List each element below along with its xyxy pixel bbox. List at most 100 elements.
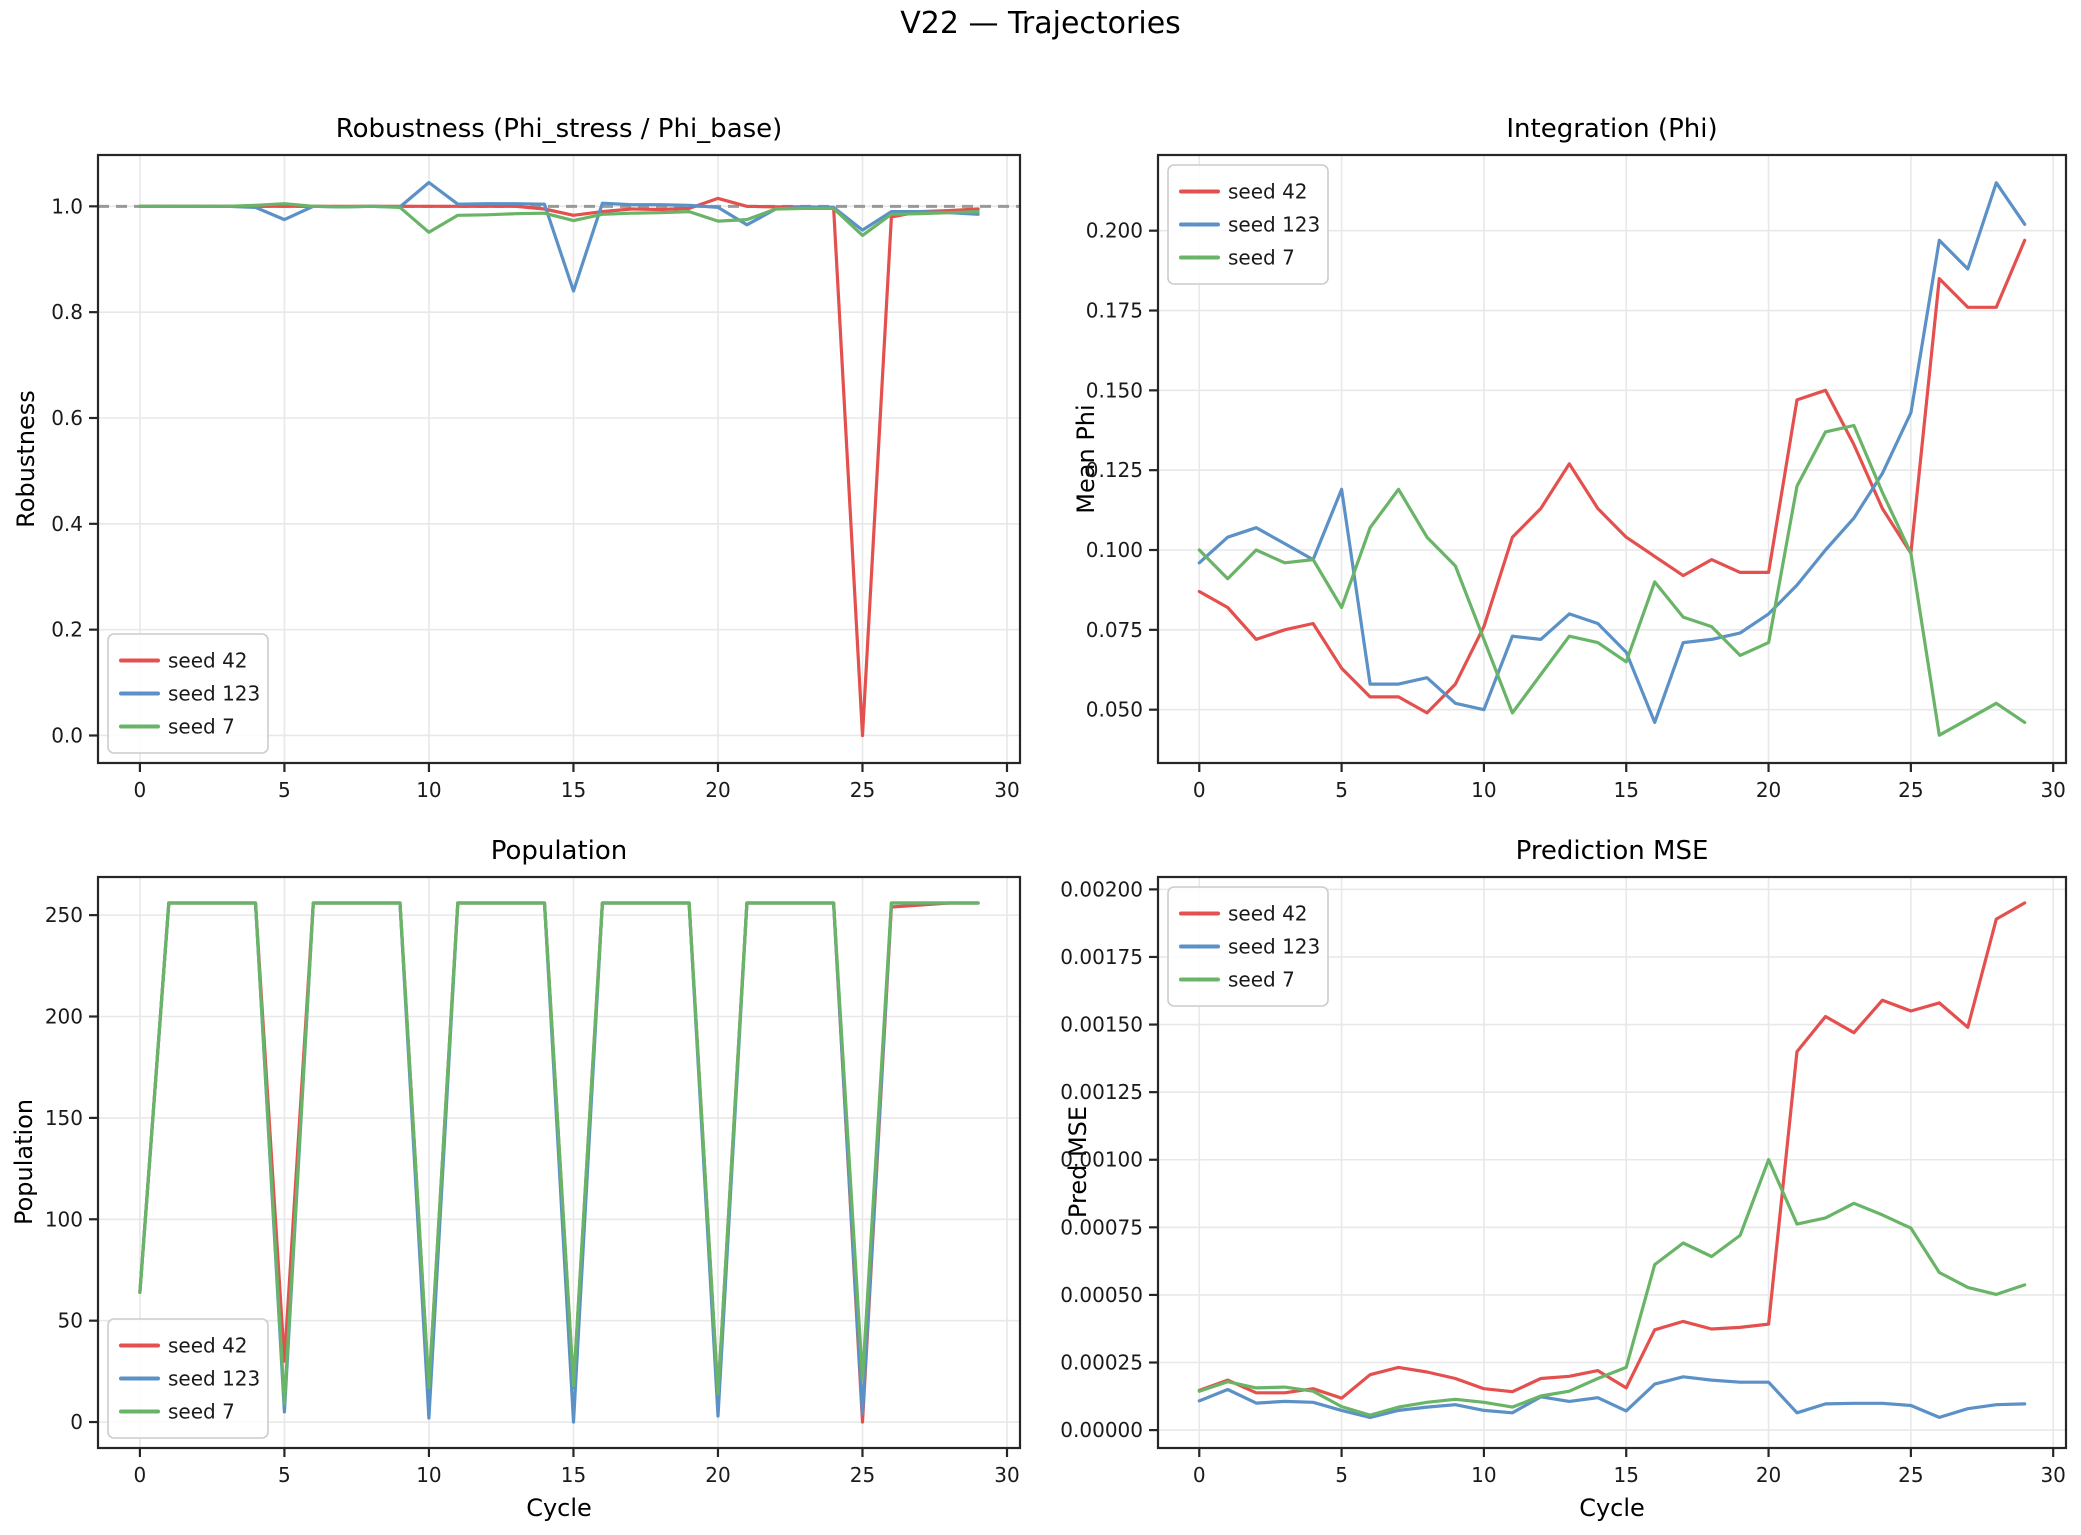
y-tick-label: 0.6	[51, 406, 83, 430]
x-tick-label: 10	[1471, 778, 1496, 802]
series-line-seed-7	[1197, 1158, 2027, 1417]
x-tick-label: 15	[1614, 778, 1639, 802]
series-line-seed-42	[138, 196, 980, 738]
x-tick-label: 5	[278, 1463, 291, 1487]
x-tick-label: 5	[1335, 1463, 1348, 1487]
series-line-seed-7	[138, 901, 980, 1406]
y-tick-label: 0.00175	[1060, 945, 1143, 969]
mse-chart-title: Prediction MSE	[1515, 836, 1709, 866]
x-tick-label: 20	[1756, 778, 1781, 802]
x-tick-label: 15	[561, 1463, 586, 1487]
legend-label-seed-123: seed 123	[168, 1367, 260, 1391]
x-tick-label: 5	[278, 778, 291, 802]
y-tick-label: 0.050	[1086, 698, 1143, 722]
y-tick-label: 150	[45, 1106, 83, 1130]
mse-x-axis-label: Cycle	[1579, 1494, 1645, 1522]
y-tick-label: 0.0	[51, 723, 83, 747]
legend-label-seed-7: seed 7	[168, 715, 235, 739]
series-line-seed-7	[1197, 423, 2027, 737]
x-tick-label: 0	[134, 1463, 147, 1487]
x-tick-label: 30	[2040, 1463, 2065, 1487]
axes-frame	[1156, 875, 2068, 1450]
x-tick-label: 30	[994, 778, 1019, 802]
x-tick-label: 15	[561, 778, 586, 802]
y-tick-label: 100	[45, 1207, 83, 1231]
y-tick-label: 0.00050	[1060, 1283, 1143, 1307]
legend: seed 42 seed 123 seed 7	[107, 633, 269, 754]
y-tick-label: 0.100	[1086, 538, 1143, 562]
x-tick-label: 20	[1756, 1463, 1781, 1487]
legend: seed 42 seed 123 seed 7	[1167, 886, 1329, 1007]
y-tick-label: 0.00200	[1060, 877, 1143, 901]
integration-chart-title: Integration (Phi)	[1506, 114, 1718, 144]
series-line-seed-7	[138, 202, 980, 237]
x-tick-label: 0	[1193, 1463, 1206, 1487]
y-tick-label: 0.175	[1086, 299, 1143, 323]
legend-label-seed-123: seed 123	[1228, 213, 1320, 237]
series-line-seed-123	[1197, 181, 2027, 725]
y-tick-label: 0.075	[1086, 618, 1143, 642]
y-tick-label: 0	[70, 1410, 83, 1434]
population-chart-title: Population	[490, 836, 628, 866]
y-tick-label: 50	[58, 1309, 83, 1333]
x-tick-label: 10	[416, 1463, 441, 1487]
legend-label-seed-7: seed 7	[168, 1400, 235, 1424]
legend-box	[107, 633, 269, 754]
legend-box	[1167, 164, 1329, 285]
x-tick-label: 25	[1898, 778, 1923, 802]
y-tick-label: 0.4	[51, 512, 83, 536]
prediction-mse-plot: 0 5 10 15 20 25 30 0.00000 0.00025 0.00050 0.00075…	[1060, 875, 2068, 1487]
x-tick-label: 0	[1193, 778, 1206, 802]
robustness-chart-title: Robustness (Phi_stress / Phi_base)	[335, 114, 783, 144]
legend-label-seed-123: seed 123	[168, 682, 260, 706]
y-tick-label: 0.00025	[1060, 1351, 1143, 1375]
series-line-seed-42	[1197, 238, 2027, 715]
integration-phi--plot: 0 5 10 15 20 25 30 0.050 0.075 0.100 0.125 0.150 0.1…	[1086, 153, 2068, 802]
legend-label-seed-7: seed 7	[1228, 968, 1295, 992]
y-tick-label: 0.00125	[1060, 1080, 1143, 1104]
y-tick-label: 0.00150	[1060, 1013, 1143, 1037]
x-tick-label: 20	[705, 778, 730, 802]
y-tick-label: 250	[45, 903, 83, 927]
legend-label-seed-42: seed 42	[168, 1334, 248, 1358]
x-tick-label: 30	[994, 1463, 1019, 1487]
y-tick-label: 0.150	[1086, 378, 1143, 402]
figure-title: V22 — Trajectories	[900, 6, 1181, 41]
legend-label-seed-42: seed 42	[168, 649, 248, 673]
x-tick-label: 25	[1898, 1463, 1923, 1487]
y-tick-label: 1.0	[51, 194, 83, 218]
x-tick-label: 20	[705, 1463, 730, 1487]
x-tick-label: 25	[850, 778, 875, 802]
legend-label-seed-123: seed 123	[1228, 935, 1320, 959]
legend-label-seed-42: seed 42	[1228, 902, 1308, 926]
population-x-axis-label: Cycle	[526, 1494, 592, 1522]
axes-frame	[96, 875, 1022, 1450]
population-plot: 0 5 10 15 20 25 30 0 50 100 150 200 250 seed 42 seed 1…	[45, 875, 1022, 1487]
legend: seed 42 seed 123 seed 7	[107, 1318, 269, 1439]
x-tick-label: 25	[850, 1463, 875, 1487]
y-tick-label: 0.125	[1086, 458, 1143, 482]
y-tick-label: 0.8	[51, 300, 83, 324]
x-tick-label: 10	[416, 778, 441, 802]
legend: seed 42 seed 123 seed 7	[1167, 164, 1329, 285]
x-tick-label: 30	[2040, 778, 2065, 802]
y-tick-label: 200	[45, 1005, 83, 1029]
y-tick-label: 0.00000	[1060, 1418, 1143, 1442]
series-line-seed-123	[138, 180, 980, 293]
x-tick-label: 15	[1614, 1463, 1639, 1487]
x-tick-label: 5	[1335, 778, 1348, 802]
axes-frame	[96, 153, 1022, 765]
legend-label-seed-42: seed 42	[1228, 180, 1308, 204]
y-tick-label: 0.00075	[1060, 1215, 1143, 1239]
legend-box	[107, 1318, 269, 1439]
series-line-seed-42	[1197, 901, 2027, 1400]
y-tick-label: 0.2	[51, 618, 83, 642]
legend-label-seed-7: seed 7	[1228, 246, 1295, 270]
legend-box	[1167, 886, 1329, 1007]
x-tick-label: 0	[134, 778, 147, 802]
y-tick-label: 0.200	[1086, 219, 1143, 243]
axes-frame	[1156, 153, 2068, 765]
